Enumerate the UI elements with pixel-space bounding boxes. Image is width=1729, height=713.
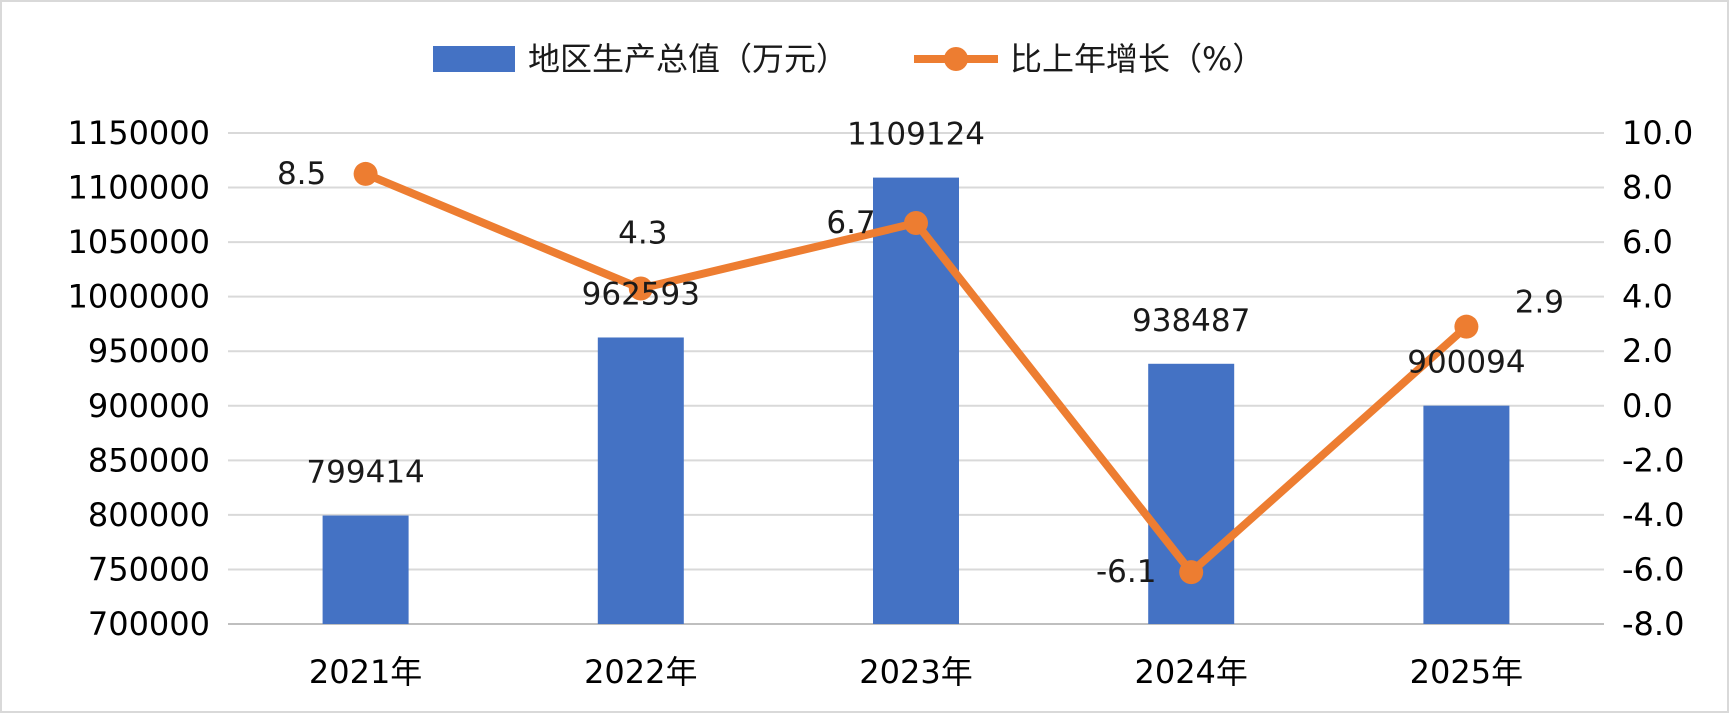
right-axis-tick-label: -6.0 — [1622, 550, 1684, 588]
legend-line-label: 比上年增长（%） — [1010, 40, 1264, 78]
line-marker — [904, 211, 928, 236]
bar-data-label: 1109124 — [847, 117, 985, 153]
x-axis-tick-label: 2025年 — [1410, 653, 1523, 691]
right-axis-tick-label: -4.0 — [1622, 496, 1684, 534]
right-axis-tick-label: 0.0 — [1622, 387, 1673, 425]
line-marker — [1454, 314, 1479, 339]
line-data-label: 6.7 — [826, 205, 875, 241]
line-data-label: 4.3 — [618, 215, 667, 251]
legend: 地区生产总值（万元） 比上年增长（%） — [433, 40, 1264, 78]
x-axis-tick-label: 2024年 — [1134, 653, 1247, 691]
bar-data-label: 962593 — [582, 276, 700, 312]
line-data-label: -6.1 — [1096, 554, 1157, 590]
x-axis-tick-label: 2021年 — [309, 653, 422, 691]
left-axis-tick-label: 900000 — [88, 387, 210, 425]
left-axis-tick-label: 700000 — [88, 605, 210, 643]
bar — [322, 515, 409, 624]
right-axis-tick-label: 2.0 — [1622, 332, 1673, 370]
left-axis-tick-label: 1150000 — [67, 114, 210, 152]
line-marker — [1179, 560, 1204, 585]
left-axis-tick-label: 1000000 — [67, 278, 210, 316]
x-axis-tick-label: 2022年 — [584, 653, 697, 691]
bar — [597, 337, 684, 624]
axes: 1150000 1100000 1050000 1000000 950000 900000… — [67, 114, 1693, 691]
legend-bar-swatch — [433, 46, 515, 72]
left-axis-tick-label: 950000 — [88, 332, 210, 370]
legend-bar-label: 地区生产总值（万元） — [528, 40, 848, 78]
bar — [1148, 363, 1235, 624]
right-axis-tick-label: 4.0 — [1622, 278, 1673, 316]
bar-data-label: 938487 — [1132, 303, 1250, 339]
x-axis-tick-label: 2023年 — [859, 653, 972, 691]
bar — [873, 177, 959, 624]
legend-line-marker — [944, 47, 968, 71]
data-labels: 799414 962593 1109124 938487 900094 8.5 4.3 6.7… — [277, 117, 1564, 591]
right-axis-tick-label: 6.0 — [1622, 223, 1673, 261]
line-data-label: 2.9 — [1515, 285, 1564, 321]
right-axis-tick-label: 8.0 — [1622, 169, 1673, 207]
bar — [1423, 405, 1510, 624]
right-axis-tick-label: -8.0 — [1622, 605, 1684, 643]
bar-series — [322, 177, 1510, 624]
left-axis-tick-label: 800000 — [88, 496, 210, 534]
left-axis-tick-label: 850000 — [88, 441, 210, 479]
line-marker — [628, 276, 653, 301]
left-axis-tick-label: 750000 — [88, 550, 210, 588]
right-axis-tick-label: -2.0 — [1622, 441, 1684, 479]
left-axis-tick-label: 1050000 — [67, 223, 210, 261]
line-series — [353, 161, 1479, 585]
bar-data-label: 900094 — [1407, 345, 1525, 381]
line-marker — [353, 161, 378, 186]
right-axis-tick-label: 10.0 — [1622, 114, 1693, 152]
line-data-label: 8.5 — [277, 156, 326, 192]
left-axis-tick-label: 1100000 — [67, 169, 210, 207]
bar-data-label: 799414 — [306, 455, 424, 491]
